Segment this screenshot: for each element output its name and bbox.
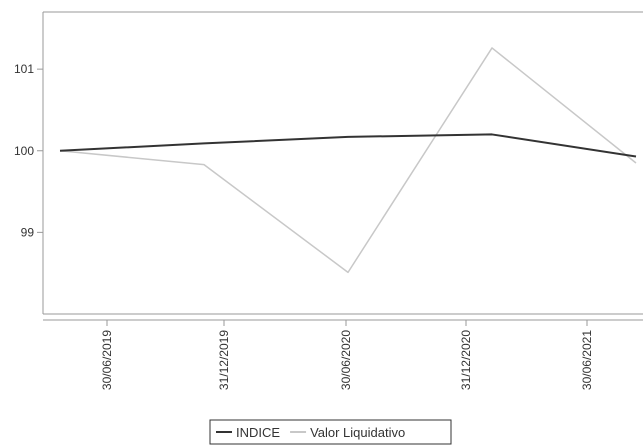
series-line-indice	[59, 133, 637, 158]
y-tick-label: 100	[14, 144, 34, 158]
x-axis: 30/06/2019 31/12/2019 30/06/2020 31/12/2020…	[43, 319, 643, 390]
legend-label-indice: INDICE	[236, 425, 280, 440]
y-axis: 99 100 101	[14, 62, 43, 239]
x-tick-label: 31/12/2020	[459, 330, 473, 390]
x-tick-label: 31/12/2019	[217, 330, 231, 390]
series-layer	[59, 47, 637, 274]
plot-frame	[42, 11, 643, 315]
legend-box	[209, 419, 452, 445]
x-tick-label: 30/06/2019	[100, 330, 114, 390]
y-tick-label: 101	[14, 62, 34, 76]
legend-label-valor-liquidativo: Valor Liquidativo	[310, 425, 405, 440]
series-line-valor-liquidativo	[59, 47, 637, 274]
y-tick-label: 99	[21, 225, 35, 239]
legend: INDICE Valor Liquidativo	[209, 419, 452, 445]
x-tick-label: 30/06/2020	[339, 330, 353, 390]
x-tick-label: 30/06/2021	[580, 330, 594, 390]
